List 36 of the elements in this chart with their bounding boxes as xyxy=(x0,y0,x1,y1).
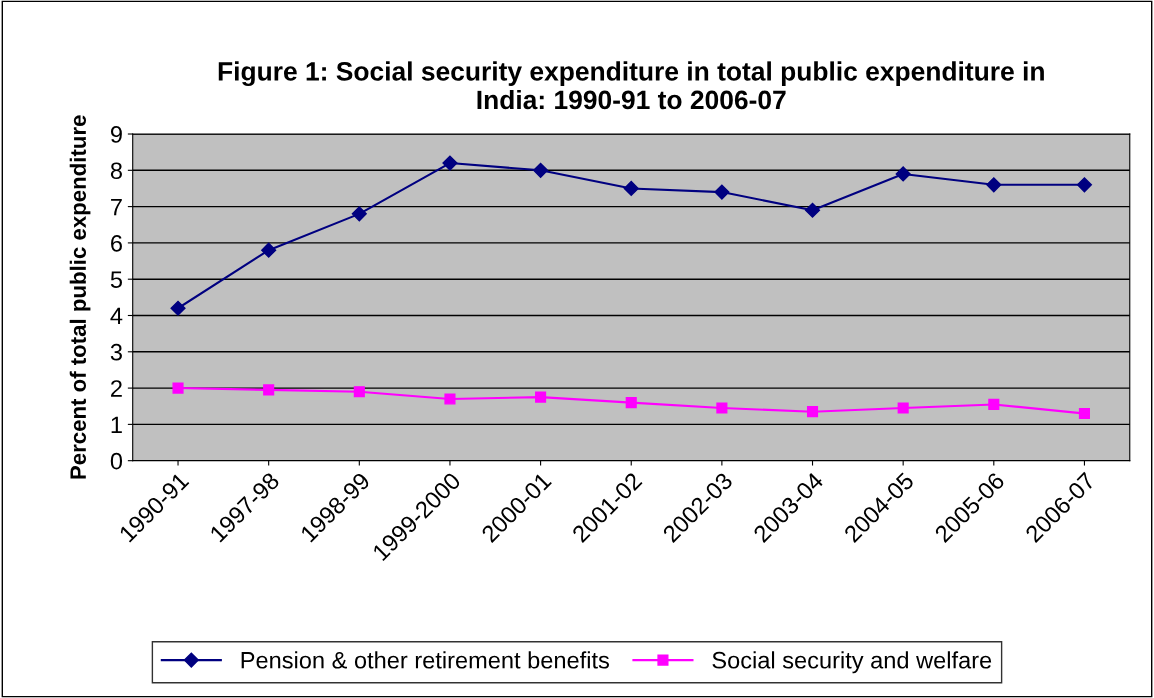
legend-label: Pension & other retirement benefits xyxy=(241,651,609,669)
point xyxy=(804,202,821,218)
point xyxy=(351,206,367,222)
point xyxy=(535,391,547,403)
y-tick-label: 7 xyxy=(111,198,122,216)
point xyxy=(353,386,365,398)
point xyxy=(897,402,909,414)
point xyxy=(895,166,911,182)
point xyxy=(444,393,456,405)
point xyxy=(533,162,549,178)
point xyxy=(716,402,728,414)
y-tick-label: 1 xyxy=(111,416,122,433)
y-tick-label: 3 xyxy=(110,343,122,361)
point xyxy=(806,406,819,418)
legend-label: Social security and welfare xyxy=(712,651,992,674)
y-tick-label: 6 xyxy=(111,234,122,252)
y-tick-label: 4 xyxy=(110,307,123,325)
point xyxy=(986,177,1002,193)
point xyxy=(1078,407,1091,420)
point xyxy=(714,184,730,200)
y-tick-label: 9 xyxy=(110,126,122,143)
point xyxy=(988,398,1000,410)
y-tick-label: 5 xyxy=(110,271,122,288)
point xyxy=(263,384,275,396)
point xyxy=(623,180,639,197)
y-axis-title: Percent of total public expenditure xyxy=(69,115,91,479)
point xyxy=(172,382,184,394)
y-tick-label: 0 xyxy=(110,452,123,470)
point xyxy=(625,397,637,409)
point xyxy=(442,155,458,171)
chart-title: Figure 1: Social security expenditure in total public expenditure in India: 1990-91 to 2006-07 xyxy=(218,61,1044,110)
point xyxy=(170,300,186,316)
y-tick-label: 2 xyxy=(111,380,122,397)
point xyxy=(1076,177,1093,193)
y-tick-label: 8 xyxy=(110,162,122,180)
point xyxy=(261,242,277,258)
